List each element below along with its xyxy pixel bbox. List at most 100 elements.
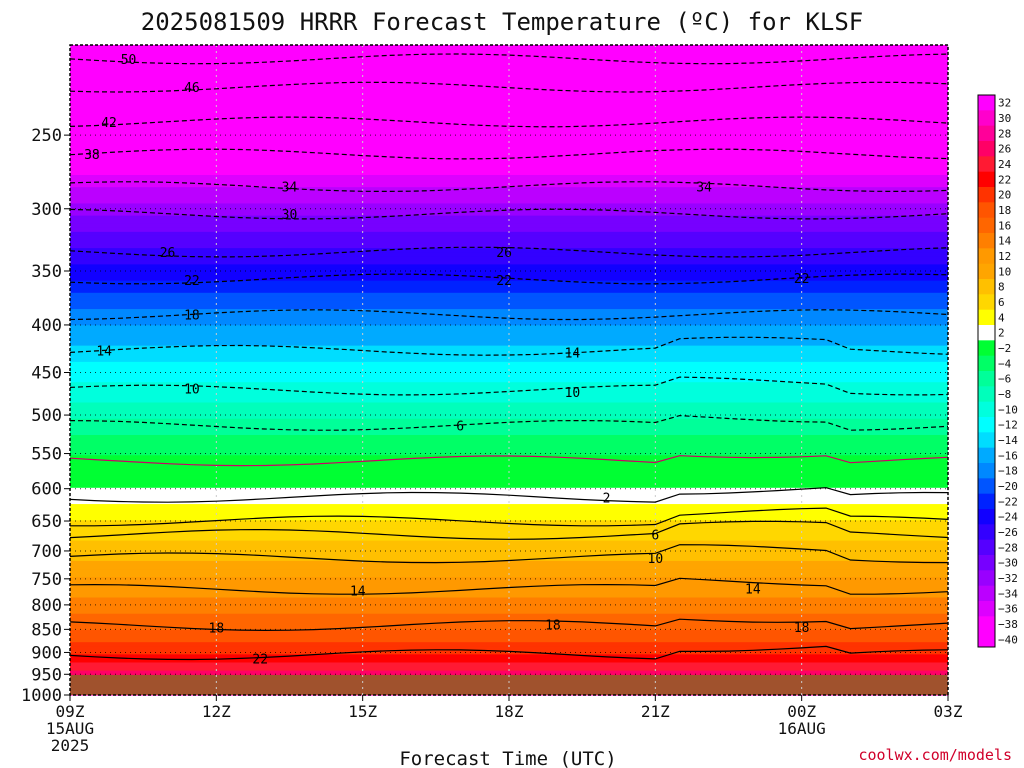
temperature-band bbox=[70, 309, 948, 314]
contour-label: 18 bbox=[545, 619, 561, 634]
temperature-band bbox=[70, 491, 948, 497]
x-tick-label: 18Z bbox=[495, 702, 524, 721]
contour-label: 6 bbox=[456, 419, 464, 434]
contour-label: 42 bbox=[101, 116, 117, 131]
temperature-band bbox=[70, 53, 948, 58]
colorbar-frame bbox=[977, 94, 996, 648]
temperature-band bbox=[70, 317, 948, 322]
colorbar-tick-label: 24 bbox=[998, 158, 1012, 171]
temperature-band bbox=[70, 77, 948, 83]
colorbar-tick-label: −26 bbox=[998, 526, 1018, 539]
temperature-band bbox=[70, 495, 948, 501]
temperature-band bbox=[70, 142, 948, 148]
colorbar-tick-label: 16 bbox=[998, 219, 1011, 232]
temperature-band bbox=[70, 329, 948, 335]
x-tick-label: 21Z bbox=[641, 702, 670, 721]
temperature-band bbox=[70, 402, 948, 408]
colorbar-swatch bbox=[978, 371, 995, 387]
isotherm-line bbox=[69, 645, 949, 661]
chart-title: 2025081509 HRRR Forecast Temperature (ºC… bbox=[141, 8, 863, 36]
y-tick-label: 350 bbox=[31, 262, 62, 282]
y-tick-label: 750 bbox=[31, 570, 62, 590]
temperature-band bbox=[70, 345, 948, 351]
y-tick-label: 250 bbox=[31, 126, 62, 146]
colorbar-swatch bbox=[978, 585, 995, 602]
temperature-band bbox=[70, 240, 948, 245]
temperature-band bbox=[70, 593, 948, 599]
temperature-band bbox=[70, 65, 948, 70]
temperature-band bbox=[70, 276, 948, 282]
colorbar-swatch bbox=[978, 187, 995, 203]
y-tick-label: 500 bbox=[31, 406, 62, 426]
temperature-band bbox=[70, 130, 948, 135]
temperature-band bbox=[70, 370, 948, 375]
temperature-band bbox=[70, 621, 948, 627]
temperature-band bbox=[70, 296, 948, 302]
colorbar-swatch bbox=[978, 233, 995, 249]
colorbar-tick-label: −4 bbox=[998, 357, 1012, 370]
temperature-band bbox=[70, 418, 948, 424]
temperature-band bbox=[70, 435, 948, 440]
y-tick-label: 700 bbox=[31, 542, 62, 562]
temperature-band bbox=[70, 581, 948, 586]
temperature-band bbox=[70, 443, 948, 448]
x-tick-label: 09Z bbox=[56, 702, 85, 721]
colorbar-tick-label: −20 bbox=[998, 480, 1018, 493]
colorbar-swatch bbox=[978, 95, 995, 111]
contour-label: 14 bbox=[565, 346, 581, 361]
colorbar-swatch bbox=[978, 447, 995, 464]
colorbar-tick-label: −2 bbox=[998, 342, 1011, 355]
contour-label: 18 bbox=[794, 621, 810, 636]
isotherm-line bbox=[69, 309, 949, 321]
temperature-band bbox=[70, 508, 948, 513]
temperature-band bbox=[70, 268, 948, 274]
colorbar-tick-label: −40 bbox=[998, 633, 1018, 646]
temperature-band bbox=[70, 321, 948, 326]
contour-label: 18 bbox=[184, 309, 200, 324]
isotherm-line bbox=[69, 148, 949, 160]
x-tick-label: 15Z bbox=[348, 702, 377, 721]
temperature-band bbox=[70, 215, 948, 221]
colorbar-swatch bbox=[978, 279, 995, 295]
temperature-band bbox=[70, 569, 948, 574]
contour-label: 50 bbox=[121, 53, 137, 68]
contour-label: 26 bbox=[496, 246, 512, 261]
temperature-band bbox=[70, 630, 948, 635]
colorbar-tick-label: −12 bbox=[998, 419, 1018, 432]
x-tick-label: 00Z bbox=[787, 702, 816, 721]
colorbar-swatch bbox=[978, 601, 995, 617]
temperature-band bbox=[70, 264, 948, 270]
contour-label: 22 bbox=[794, 272, 810, 287]
isotherm-line bbox=[69, 273, 949, 285]
colorbar-tick-label: −8 bbox=[998, 388, 1011, 401]
temperature-band bbox=[70, 105, 948, 111]
contour-label: 10 bbox=[184, 382, 200, 397]
isotherm-line bbox=[69, 414, 949, 431]
contour-label: 18 bbox=[209, 621, 225, 636]
temperature-band bbox=[70, 609, 948, 615]
isotherm-line bbox=[69, 208, 949, 220]
isotherm-line bbox=[69, 520, 949, 540]
colorbar-swatch bbox=[978, 570, 995, 587]
temperature-band bbox=[70, 256, 948, 261]
colorbar-swatch bbox=[978, 463, 995, 479]
temperature-band bbox=[70, 284, 948, 290]
y-tick-label: 450 bbox=[31, 364, 62, 384]
temperature-band bbox=[70, 305, 948, 310]
colorbar-tick-label: −36 bbox=[998, 603, 1018, 616]
temperature-band bbox=[70, 114, 948, 119]
contour-label: 22 bbox=[496, 274, 512, 289]
temperature-band bbox=[70, 548, 948, 554]
temperature-band bbox=[70, 378, 948, 383]
colorbar-swatch bbox=[978, 217, 995, 234]
contour-label: 2 bbox=[603, 491, 611, 506]
isotherm-line bbox=[69, 246, 949, 258]
temperature-band bbox=[70, 597, 948, 603]
temperature-band bbox=[70, 207, 948, 213]
temperature-band bbox=[70, 560, 948, 566]
temperature-band bbox=[70, 483, 948, 489]
temperature-band bbox=[70, 69, 948, 75]
colorbar-tick-label: −28 bbox=[998, 541, 1018, 554]
